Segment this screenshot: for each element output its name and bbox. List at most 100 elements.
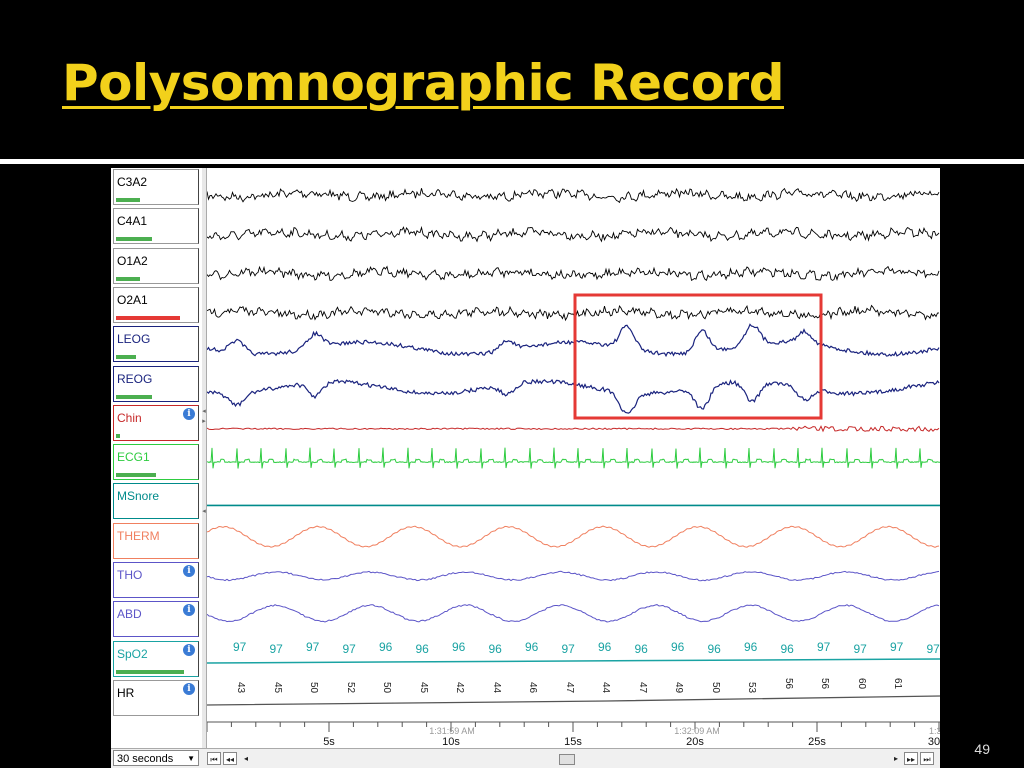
- spo2-value: 97: [306, 640, 320, 654]
- effort-trace-tho: [206, 570, 940, 582]
- channel-name: REOG: [117, 371, 153, 386]
- gain-indicator: [116, 473, 156, 478]
- scroll-left-button[interactable]: ◂: [239, 752, 253, 765]
- scrollbar-thumb[interactable]: [559, 754, 575, 765]
- time-axis-ticks: 5s 10s 15s 20s 25s 30 1:31:59 AM 1:32:09 AM 1:32…: [206, 721, 940, 748]
- next-page-button[interactable]: ▸▸: [904, 752, 918, 765]
- channel-name: SpO2: [117, 646, 148, 661]
- spo2-value: 97: [890, 640, 904, 654]
- eog-trace-reog: [206, 378, 940, 414]
- spo2-value: 96: [598, 640, 612, 654]
- channel-label-reog[interactable]: REOG: [113, 365, 199, 402]
- hr-value: 56: [819, 677, 831, 690]
- emg-trace-chin: [206, 425, 940, 433]
- prev-page-button[interactable]: ◂◂: [223, 752, 237, 765]
- grip-arrow-icon[interactable]: ◂: [202, 508, 206, 515]
- channel-label-panel: C3A2 C4A1 O1A2 O2A1 LEOG REOG Chin i ECG1 MSnore T…: [111, 168, 203, 748]
- channel-label-c4a1[interactable]: C4A1: [113, 208, 199, 245]
- gain-indicator: [116, 315, 180, 320]
- info-icon[interactable]: i: [183, 643, 195, 656]
- gain-indicator: [116, 276, 140, 281]
- channel-label-o1a2[interactable]: O1A2: [113, 247, 199, 284]
- hr-value: 61: [892, 677, 904, 690]
- info-icon[interactable]: i: [183, 565, 195, 577]
- hr-value: 52: [344, 681, 356, 694]
- channel-name: C4A1: [117, 214, 148, 229]
- gain-indicator: [116, 237, 152, 242]
- spo2-value: 96: [525, 640, 539, 654]
- grip-arrow-icon[interactable]: ▸: [202, 418, 206, 425]
- hr-value: 53: [746, 681, 758, 694]
- time-axis: 5s 10s 15s 20s 25s 30 1:31:59 AM 1:32:09 AM 1:32…: [206, 708, 940, 748]
- last-page-button[interactable]: ⏭: [920, 752, 934, 765]
- channel-name: ECG1: [117, 450, 150, 465]
- spo2-value: 96: [379, 640, 393, 654]
- slide-page-number: 49: [974, 741, 990, 757]
- panel-divider[interactable]: ◂ ▸ ◂: [202, 168, 207, 753]
- channel-label-c3a2[interactable]: C3A2: [113, 169, 199, 205]
- highlight-box: [573, 293, 823, 420]
- hr-value: 46: [527, 681, 539, 694]
- spo2-value: 97: [926, 642, 940, 656]
- channel-label-ecg1[interactable]: ECG1: [113, 444, 199, 481]
- axis-tick-label: 10s: [442, 736, 460, 748]
- clock-time-label: 1:31:59 AM: [429, 726, 475, 736]
- channel-name: LEOG: [117, 332, 151, 347]
- spo2-value: 96: [744, 640, 758, 654]
- grip-arrow-icon[interactable]: ◂: [202, 408, 206, 415]
- eeg-trace-o2a1: [206, 304, 940, 322]
- hr-value: 56: [782, 677, 794, 690]
- fast-forward-icon: ▸▸: [906, 755, 916, 764]
- axis-tick-label: 15s: [564, 736, 582, 748]
- spo2-trace: [206, 658, 940, 664]
- eeg-trace-o1a2: [206, 265, 940, 282]
- channel-label-o2a1[interactable]: O2A1: [113, 286, 199, 323]
- skip-forward-icon: ⏭: [923, 755, 931, 764]
- channel-label-hr[interactable]: HR i: [113, 679, 199, 716]
- channel-label-tho[interactable]: THO i: [113, 562, 199, 598]
- chevron-down-icon: ▼: [187, 754, 195, 763]
- hr-value: 50: [308, 681, 320, 694]
- hr-value: 45: [271, 681, 283, 694]
- scroll-right-button[interactable]: ▸: [889, 752, 903, 765]
- clock-time-label: 1:32:09 AM: [674, 726, 720, 736]
- hr-value: 43: [235, 681, 247, 694]
- hr-value: 50: [709, 681, 721, 694]
- axis-tick-label: 20s: [686, 736, 704, 748]
- clock-time-label: 1:32:: [929, 726, 940, 736]
- channel-name: Chin: [117, 410, 142, 425]
- hr-value: 47: [636, 681, 648, 694]
- gain-indicator: [116, 669, 184, 674]
- channel-label-leog[interactable]: LEOG: [113, 326, 199, 363]
- hr-value: 49: [673, 681, 685, 694]
- epoch-length-select[interactable]: 30 seconds ▼: [113, 750, 199, 766]
- channel-name: O1A2: [117, 253, 148, 268]
- axis-tick-label: 25s: [808, 736, 826, 748]
- info-icon[interactable]: i: [183, 604, 195, 617]
- info-icon[interactable]: i: [183, 682, 195, 695]
- title-divider: [0, 159, 1024, 164]
- spo2-value: 96: [707, 642, 721, 656]
- channel-name: HR: [117, 685, 135, 700]
- channel-label-therm[interactable]: THERM: [113, 522, 199, 559]
- spo2-value: 96: [415, 642, 429, 656]
- airflow-trace: [206, 525, 940, 548]
- channel-label-chin[interactable]: Chin i: [113, 404, 199, 441]
- channel-name: C3A2: [117, 175, 148, 189]
- channel-label-spo2[interactable]: SpO2 i: [113, 640, 199, 677]
- gain-indicator: [116, 198, 140, 202]
- gain-indicator: [116, 355, 136, 360]
- arrow-right-icon: ▸: [893, 754, 898, 763]
- channel-name: MSnore: [117, 489, 160, 504]
- first-page-button[interactable]: ⏮: [207, 752, 221, 765]
- psg-viewer: C3A2 C4A1 O1A2 O2A1 LEOG REOG Chin i ECG1 MSnore T…: [111, 168, 940, 768]
- spo2-value: 97: [233, 640, 247, 654]
- channel-label-abd[interactable]: ABD i: [113, 601, 199, 638]
- epoch-length-value: 30 seconds: [117, 753, 174, 765]
- effort-trace-abd: [206, 604, 940, 623]
- info-icon[interactable]: i: [183, 407, 195, 420]
- spo2-value: 96: [780, 642, 794, 656]
- channel-name: THERM: [117, 528, 160, 543]
- spo2-value: 97: [817, 640, 831, 654]
- channel-label-msnore[interactable]: MSnore: [113, 483, 199, 520]
